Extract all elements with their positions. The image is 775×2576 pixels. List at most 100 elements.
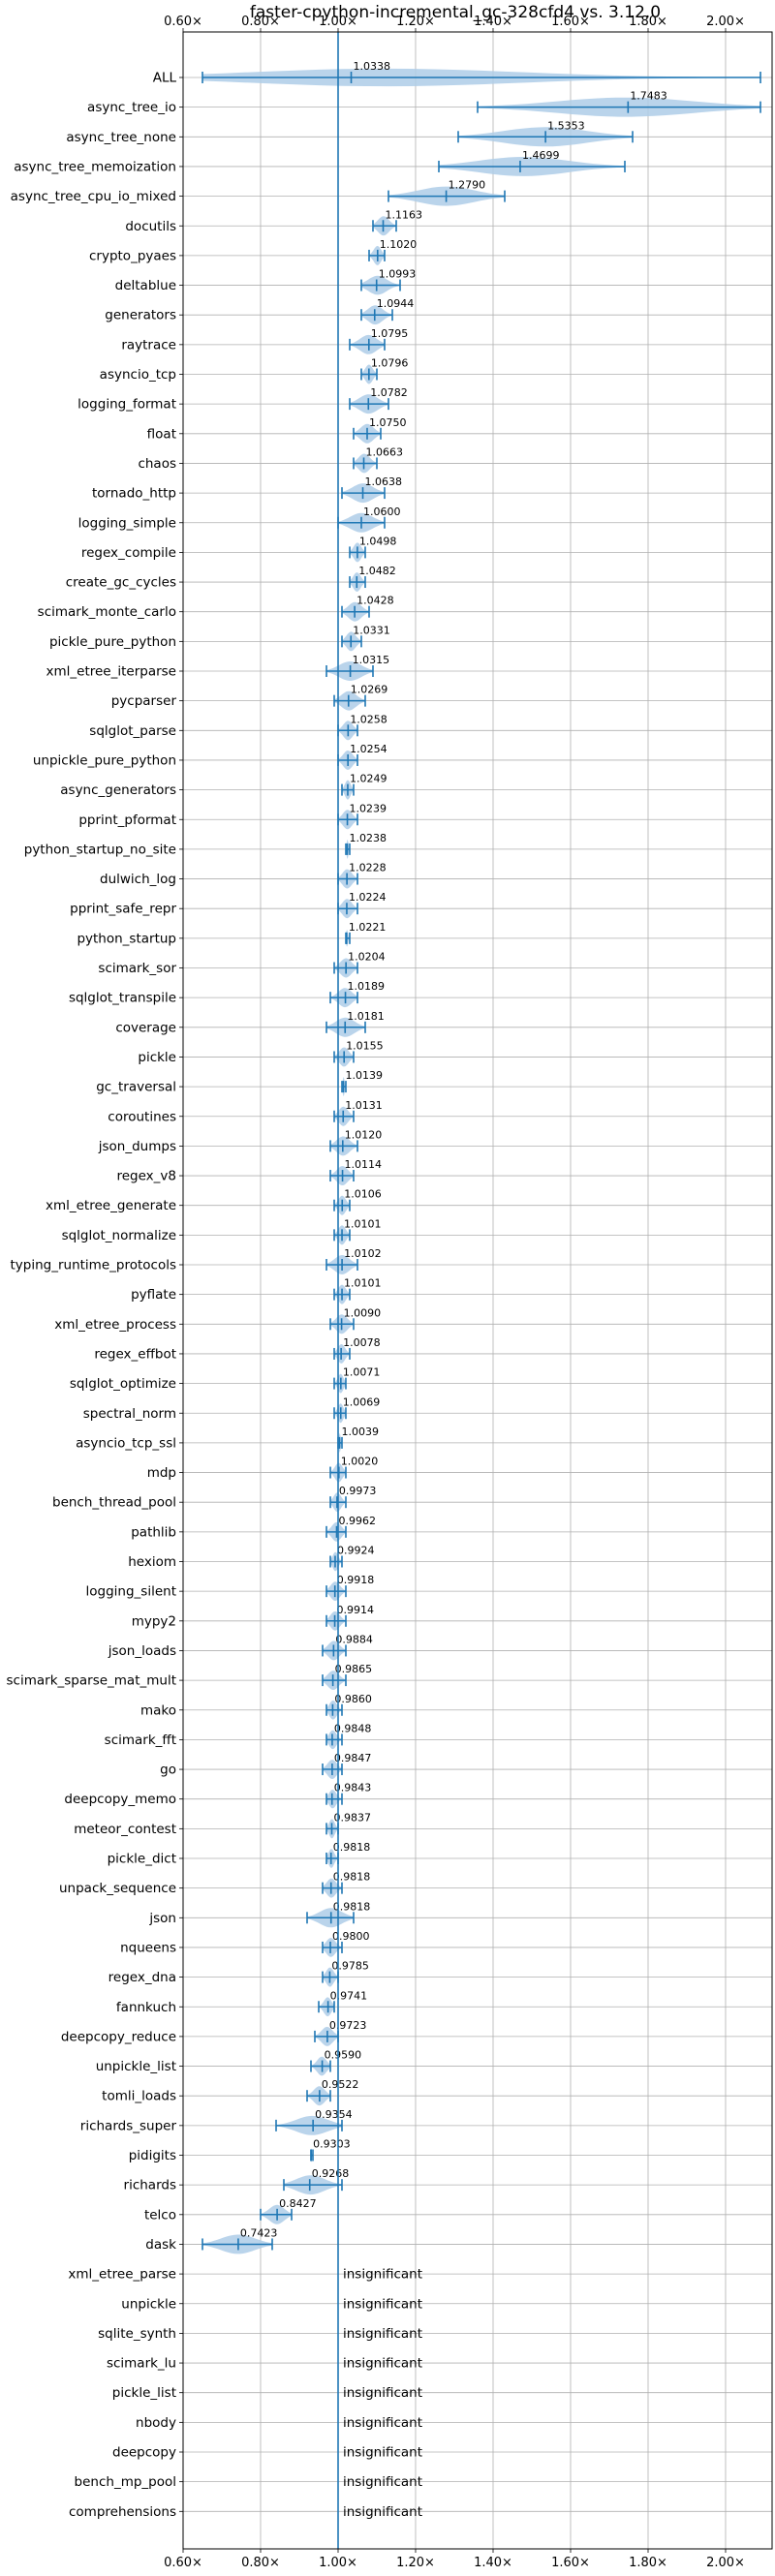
value-label: 0.8427 [279,2197,317,2210]
benchmark-label: async_tree_cpu_io_mixed [11,189,176,204]
benchmark-label: xml_etree_iterparse [46,664,177,680]
value-label: 1.1163 [386,208,423,221]
value-label: 0.9785 [331,1960,369,1973]
x-tick-label-top: 2.00× [706,15,745,29]
benchmark-label: unpack_sequence [59,1881,176,1896]
value-label: 1.0315 [353,654,390,666]
value-label: 1.0782 [370,386,408,399]
value-label: 1.0071 [343,1366,381,1379]
value-label: 0.9268 [312,2167,350,2180]
benchmark-label: create_gc_cycles [66,575,176,591]
value-label: 1.0944 [377,297,415,310]
value-label: 0.9741 [330,1989,368,2002]
value-label: 1.0106 [344,1188,382,1201]
benchmark-label: docutils [125,219,176,234]
benchmark-label: json_loads [108,1643,176,1659]
value-label: 1.0228 [349,862,387,874]
benchmark-label: pickle_dict [108,1852,176,1867]
benchmark-label: regex_v8 [116,1169,176,1184]
value-label: 1.0069 [343,1395,381,1408]
value-label: 1.0114 [345,1158,383,1171]
x-tick-label-bottom: 1.40× [474,2556,512,2570]
benchmark-label: json [148,1911,176,1926]
benchmark-label: ALL [153,71,177,86]
benchmark-label: tornado_http [92,486,176,502]
benchmark-label: tomli_loads [102,2089,176,2104]
benchmark-label: gc_traversal [96,1080,176,1095]
value-label: 1.0254 [350,743,388,755]
value-label: 1.0269 [351,684,388,696]
value-label: 1.1020 [380,238,418,251]
value-label: 1.0155 [346,1039,384,1052]
x-tick-label-top: 1.20× [396,15,435,29]
value-label: 1.0428 [356,595,394,607]
value-label: 1.0993 [379,268,417,281]
value-label: 1.0663 [366,445,404,458]
benchmark-label: sqlglot_normalize [62,1228,176,1243]
benchmark-label: hexiom [128,1554,176,1570]
insignificant-label: insignificant [343,2267,422,2283]
benchmark-label: typing_runtime_protocols [11,1258,177,1273]
benchmark-label: bench_mp_pool [75,2474,176,2490]
benchmark-label: scimark_sor [98,961,176,976]
benchmark-label: mako [140,1702,176,1718]
benchmark-label: telco [144,2207,176,2223]
value-label: 0.9818 [333,1900,371,1913]
value-label: 1.0750 [369,416,407,429]
value-label: 1.0638 [365,475,403,488]
value-label: 1.0181 [347,1010,385,1023]
value-label: 0.9884 [335,1633,373,1645]
benchmark-label: xml_etree_generate [46,1198,176,1213]
benchmark-label: deepcopy_reduce [61,2029,176,2044]
benchmark-label: coroutines [108,1109,176,1124]
benchmark-label: chaos [138,456,176,472]
value-label: 0.9848 [334,1722,372,1734]
value-label: 0.9918 [337,1574,375,1586]
value-label: 1.0600 [363,506,401,518]
benchmark-label: pickle_list [112,2385,176,2401]
benchmark-label: mypy2 [132,1613,176,1629]
benchmark-label: logging_format [78,397,176,413]
value-label: 0.9522 [322,2078,359,2091]
value-label: 1.0020 [341,1456,379,1468]
benchmark-label: nqueens [120,1940,176,1955]
value-label: 1.0221 [349,921,387,934]
benchmark-label: dask [145,2237,176,2253]
value-label: 0.9843 [334,1782,372,1794]
value-label: 1.4699 [522,149,560,162]
value-label: 1.0338 [354,60,391,73]
benchmark-label: unpickle_list [96,2059,176,2074]
benchmark-label: scimark_monte_carlo [38,604,176,620]
value-label: 0.9865 [335,1663,373,1675]
x-tick-label-top: 1.80× [629,15,667,29]
benchmark-label: comprehensions [69,2504,176,2520]
benchmark-label: pickle_pure_python [49,634,176,650]
value-label: 1.0204 [348,951,386,964]
benchmark-label: sqlite_synth [98,2326,176,2342]
benchmark-label: raytrace [121,337,176,353]
chart-title: faster-cpython-incremental_gc-328cfd4 vs… [250,3,661,22]
insignificant-label: insignificant [343,2385,422,2401]
x-tick-label-bottom: 0.60× [164,2556,202,2570]
insignificant-label: insignificant [343,2415,422,2431]
benchmark-label: mdp [147,1465,176,1481]
value-label: 1.5353 [547,119,585,132]
value-label: 0.9800 [332,1930,370,1943]
benchmark-label: sqlglot_transpile [69,991,176,1006]
value-label: 1.2790 [449,179,486,192]
benchmark-label: logging_simple [78,515,176,531]
plot-frame [182,31,773,2550]
x-tick-label-top: 1.40× [474,15,512,29]
benchmark-label: python_startup [77,931,176,946]
value-label: 1.0258 [350,713,388,725]
value-label: 0.9303 [313,2138,351,2151]
benchmark-label: crypto_pyaes [89,248,176,263]
benchmark-label: pprint_pformat [78,813,176,828]
plot-area: 0.60× 0.60× 0.80× 0.80× 1.00× 1.00× 1.20× 1.20×… [7,15,773,2570]
benchmark-label: nbody [136,2415,176,2431]
benchmark-label: regex_dna [108,1970,176,1985]
value-label: 0.9973 [339,1485,377,1497]
insignificant-label: insignificant [343,2326,422,2342]
